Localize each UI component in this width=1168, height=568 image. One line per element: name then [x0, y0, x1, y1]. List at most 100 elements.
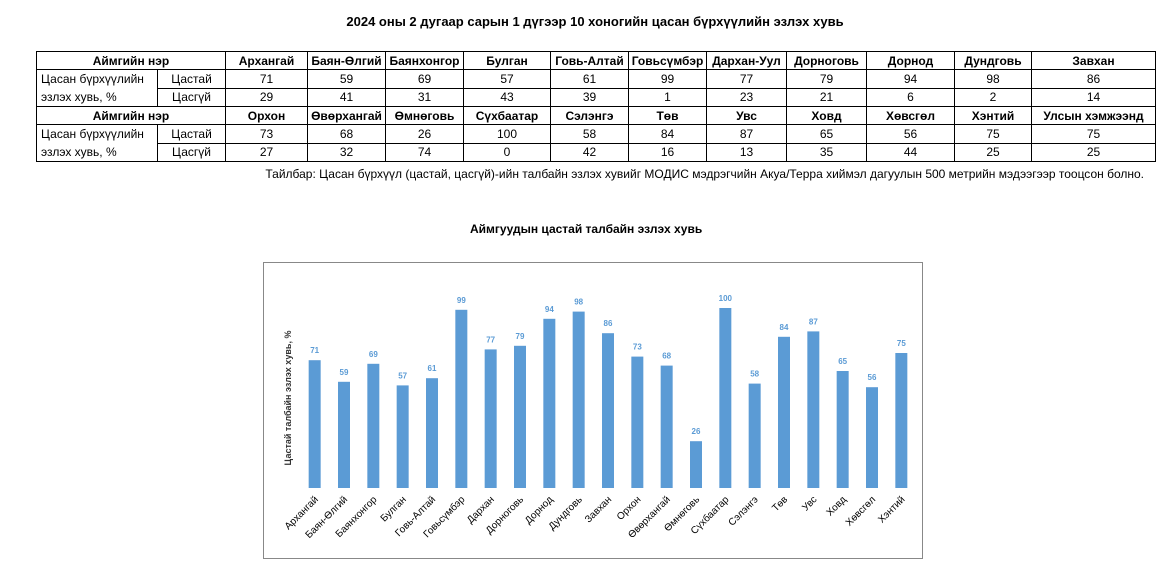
nosnow-value: 16	[628, 142, 707, 162]
bar	[690, 441, 702, 488]
aimag-name: Говь-Алтай	[550, 51, 629, 70]
snow-value: 26	[385, 124, 464, 144]
snow-value: 65	[786, 124, 867, 144]
bar-chart: Цастай талбайн эзлэх хувь, % 71Архангай59…	[283, 294, 908, 541]
aimag-name: Булган	[463, 51, 551, 70]
snow-value: 86	[1031, 69, 1156, 89]
nosnow-value: 35	[786, 142, 867, 162]
data-label: 68	[662, 352, 671, 361]
header-label: Аймгийн нэр	[36, 106, 226, 125]
page-title: 2024 оны 2 дугаар сарын 1 дүгээр 10 хоно…	[346, 14, 844, 29]
snow-value: 69	[385, 69, 464, 89]
data-label: 61	[428, 364, 437, 373]
snow-value: 73	[225, 124, 308, 144]
snow-value: 57	[463, 69, 551, 89]
bar	[543, 318, 556, 488]
nosnow-value: 0	[463, 142, 551, 162]
nosnow-value: 74	[385, 142, 464, 162]
nosnow-value: 39	[550, 87, 629, 107]
nosnow-value: 43	[463, 87, 551, 107]
chart-title: Аймгуудын цастай талбайн эзлэх хувь	[470, 222, 703, 236]
nosnow-value: 29	[225, 87, 308, 107]
x-tick-label: Төв	[770, 494, 790, 514]
snow-value: 79	[786, 69, 867, 89]
nosnow-value: 31	[385, 87, 464, 107]
snow-value: 75	[954, 124, 1032, 144]
bar	[807, 331, 820, 488]
aimag-name: Өмнөговь	[385, 106, 464, 125]
nosnow-value: 32	[307, 142, 386, 162]
aimag-name: Сүхбаатар	[463, 106, 551, 125]
aimag-name: Дорнод	[866, 51, 955, 70]
nosnow-label: Цасгүй	[157, 87, 226, 107]
data-label: 75	[897, 339, 906, 348]
bar	[484, 349, 497, 488]
bar	[748, 383, 761, 488]
data-label: 59	[340, 368, 349, 377]
data-label: 56	[868, 373, 877, 382]
bar	[514, 345, 526, 488]
aimag-name: Баянхонгор	[385, 51, 464, 70]
snow-value: 75	[1031, 124, 1156, 144]
nosnow-value: 6	[866, 87, 955, 107]
aimag-name: Говьсүмбэр	[628, 51, 707, 70]
x-tick-label: Хэнтий	[876, 494, 907, 525]
data-label: 57	[398, 371, 407, 380]
aimag-name: Дорноговь	[786, 51, 867, 70]
snow-value: 100	[463, 124, 551, 144]
bar	[572, 311, 585, 488]
table-header-row: Аймгийн нэр Орхон Өвөрхангай Өмнөговь Сүхбаа…	[36, 106, 1156, 125]
bar	[338, 381, 350, 488]
data-label: 73	[633, 343, 642, 352]
x-tick-label: Увс	[800, 494, 819, 513]
bar	[895, 353, 908, 488]
data-label: 69	[369, 350, 378, 359]
bar	[367, 363, 380, 488]
aimag-name: Төв	[628, 106, 707, 125]
aimag-name: Хөвсгөл	[866, 106, 955, 125]
data-label: 99	[457, 296, 466, 305]
nosnow-value: 41	[307, 87, 386, 107]
aimag-name: Дархан-Уул	[706, 51, 787, 70]
data-label: 87	[809, 317, 818, 326]
aimag-name: Ховд	[786, 106, 867, 125]
nosnow-value: 21	[786, 87, 867, 107]
data-label: 84	[780, 323, 789, 332]
snow-value: 59	[307, 69, 386, 89]
nosnow-value: 25	[1031, 142, 1156, 162]
aimag-name: Хэнтий	[954, 106, 1032, 125]
x-tick-label: Орхон	[615, 494, 643, 522]
table-row-nosnow: Цасгүй 29 41 31 43 39 1 23 21 6 2 14	[37, 87, 1156, 107]
nosnow-value: 14	[1031, 87, 1156, 107]
snow-value: 87	[706, 124, 787, 144]
bar	[455, 309, 468, 488]
data-label: 86	[604, 319, 613, 328]
snow-value: 68	[307, 124, 386, 144]
bar	[660, 365, 673, 488]
snow-value: 56	[866, 124, 955, 144]
snow-value: 71	[225, 69, 308, 89]
snow-value: 77	[706, 69, 787, 89]
table-note: Тайлбар: Цасан бүрхүүл (цастай, цасгүй)-…	[265, 167, 1144, 181]
nosnow-value: 13	[706, 142, 787, 162]
snow-label: Цастай	[157, 69, 226, 89]
bar	[778, 336, 790, 488]
snow-value: 58	[550, 124, 629, 144]
chart-area: Цастай талбайн эзлэх хувь, % 71 Архангай 59…	[263, 262, 923, 559]
x-tick-label: Завхан	[583, 494, 614, 525]
nosnow-value: 27	[225, 142, 308, 162]
y-axis-label: Цастай талбайн эзлэх хувь, %	[283, 331, 293, 466]
snow-label: Цастай	[157, 124, 226, 144]
bar	[836, 371, 849, 488]
aimag-name: Баян-Өлгий	[307, 51, 386, 70]
aimag-name: Завхан	[1031, 51, 1156, 70]
x-tick-label: Ховд	[825, 494, 849, 518]
snow-value: 84	[628, 124, 707, 144]
table-header-row: Аймгийн нэр Архангай Баян-Өлгий Баянхонгор Б…	[36, 51, 1156, 70]
bar	[602, 333, 614, 488]
data-label: 98	[574, 298, 583, 307]
nosnow-value: 25	[954, 142, 1032, 162]
data-label: 79	[516, 332, 525, 341]
snow-value: 61	[550, 69, 629, 89]
snow-value: 98	[954, 69, 1032, 89]
